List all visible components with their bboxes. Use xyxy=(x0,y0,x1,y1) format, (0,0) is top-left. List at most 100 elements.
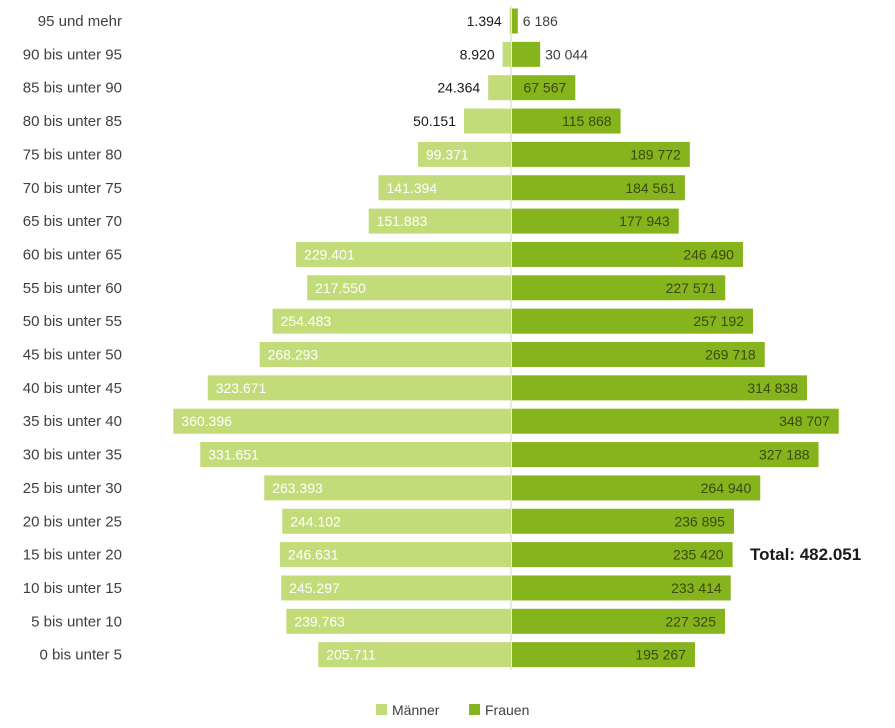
value-label-maenner: 263.393 xyxy=(272,480,323,496)
bar-frauen xyxy=(512,408,839,434)
bar-frauen xyxy=(512,241,743,267)
bar-maenner xyxy=(296,241,511,267)
bar-maenner xyxy=(264,475,511,501)
value-label-frauen: 177 943 xyxy=(619,213,670,229)
value-label-maenner: 254.483 xyxy=(281,313,332,329)
bars xyxy=(173,8,839,668)
value-label-maenner: 24.364 xyxy=(437,80,480,96)
value-label-frauen: 6 186 xyxy=(523,13,558,29)
bar-maenner xyxy=(272,308,511,334)
value-label-frauen: 269 718 xyxy=(705,347,756,363)
value-label-frauen: 314 838 xyxy=(747,380,798,396)
value-label-maenner: 239.763 xyxy=(294,613,345,629)
value-label-frauen: 327 188 xyxy=(759,447,810,463)
category-label: 65 bis unter 70 xyxy=(23,213,122,230)
category-label: 30 bis unter 35 xyxy=(23,447,122,464)
value-label-frauen: 227 571 xyxy=(666,280,717,296)
legend: Männer Frauen xyxy=(376,702,529,718)
value-label-frauen: 348 707 xyxy=(779,413,830,429)
value-label-maenner: 50.151 xyxy=(413,113,456,129)
category-label: 10 bis unter 15 xyxy=(23,580,122,597)
value-label-frauen: 236 895 xyxy=(674,513,725,529)
category-label: 35 bis unter 40 xyxy=(23,413,122,430)
bar-maenner xyxy=(282,508,511,534)
bar-maenner xyxy=(279,542,511,568)
bar-frauen xyxy=(512,275,726,301)
bar-frauen xyxy=(512,375,808,401)
bar-frauen xyxy=(512,608,726,634)
bar-frauen xyxy=(512,208,679,234)
category-label: 40 bis unter 45 xyxy=(23,380,122,397)
value-label-maenner: 323.671 xyxy=(216,380,267,396)
value-label-maenner: 151.883 xyxy=(377,213,428,229)
category-label: 75 bis unter 80 xyxy=(23,146,122,163)
value-label-maenner: 217.550 xyxy=(315,280,366,296)
category-label: 80 bis unter 85 xyxy=(23,113,122,130)
bar-maenner xyxy=(509,8,511,34)
bar-frauen xyxy=(512,8,518,34)
bar-frauen xyxy=(512,342,765,367)
bar-maenner xyxy=(318,642,511,668)
value-label-frauen: 184 561 xyxy=(625,180,676,196)
value-label-frauen: 264 940 xyxy=(701,480,752,496)
category-label: 85 bis unter 90 xyxy=(23,80,122,97)
bar-frauen xyxy=(512,108,621,134)
category-label: 15 bis unter 20 xyxy=(23,547,122,564)
bar-maenner xyxy=(173,408,511,434)
value-label-frauen: 235 420 xyxy=(673,547,724,563)
legend-swatch-maenner xyxy=(376,704,387,715)
value-label-frauen: 233 414 xyxy=(671,580,722,596)
category-label: 90 bis unter 95 xyxy=(23,46,122,63)
category-label: 70 bis unter 75 xyxy=(23,180,122,197)
bar-frauen xyxy=(512,542,733,568)
bar-maenner xyxy=(488,75,511,101)
bar-maenner xyxy=(417,141,511,167)
value-label-maenner: 360.396 xyxy=(181,413,232,429)
value-label-frauen: 246 490 xyxy=(683,246,734,262)
value-label-frauen: 30 044 xyxy=(545,46,588,62)
value-label-frauen: 189 772 xyxy=(630,146,681,162)
value-label-frauen: 67 567 xyxy=(523,80,566,96)
value-labels: 1.394 6 186 8.920 30 044 24.364 67 567 50.151 1… xyxy=(181,13,830,663)
value-label-frauen: 195 267 xyxy=(635,647,686,663)
bar-maenner xyxy=(307,275,511,301)
bar-maenner xyxy=(464,108,511,134)
value-label-maenner: 268.293 xyxy=(268,347,319,363)
category-label: 25 bis unter 30 xyxy=(23,480,122,497)
value-label-maenner: 331.651 xyxy=(208,447,259,463)
bar-maenner xyxy=(286,608,511,634)
value-label-maenner: 1.394 xyxy=(467,13,502,29)
value-label-maenner: 8.920 xyxy=(460,46,495,62)
value-label-maenner: 205.711 xyxy=(326,647,376,663)
bar-maenner xyxy=(378,175,511,201)
bar-maenner xyxy=(207,375,511,401)
category-label: 95 und mehr xyxy=(38,13,122,30)
bar-frauen xyxy=(512,475,761,501)
legend-swatch-frauen xyxy=(469,704,480,715)
category-label: 55 bis unter 60 xyxy=(23,280,122,297)
value-label-maenner: 229.401 xyxy=(304,246,355,262)
bar-frauen xyxy=(512,308,753,334)
category-labels: 95 und mehr 90 bis unter 95 85 bis unter 9… xyxy=(23,13,122,664)
value-label-frauen: 257 192 xyxy=(693,313,744,329)
bar-maenner xyxy=(200,442,511,468)
bar-frauen xyxy=(512,175,685,201)
value-label-maenner: 246.631 xyxy=(288,547,339,563)
bar-frauen xyxy=(512,141,690,167)
bar-maenner xyxy=(368,208,511,234)
bar-frauen xyxy=(512,442,819,468)
bar-maenner xyxy=(259,342,511,367)
total-annotation: Total: 482.051 xyxy=(750,545,861,564)
bar-frauen xyxy=(512,41,541,67)
bar-frauen xyxy=(512,75,576,101)
bar-maenner xyxy=(281,575,511,601)
category-label: 60 bis unter 65 xyxy=(23,246,122,263)
value-label-maenner: 244.102 xyxy=(290,513,341,529)
bar-frauen xyxy=(512,508,734,534)
category-label: 0 bis unter 5 xyxy=(39,647,122,664)
category-label: 45 bis unter 50 xyxy=(23,347,122,364)
bar-frauen xyxy=(512,575,731,601)
value-label-frauen: 227 325 xyxy=(665,613,716,629)
value-label-maenner: 99.371 xyxy=(426,146,469,162)
